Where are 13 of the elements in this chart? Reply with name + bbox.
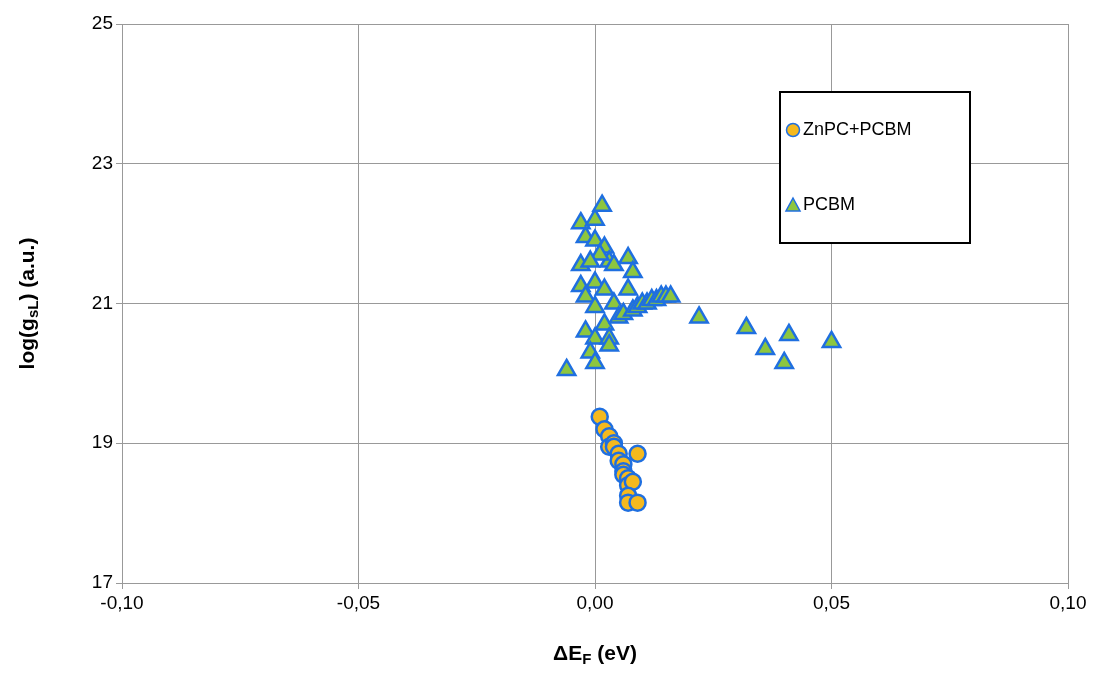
x-tick-label: -0,10	[100, 591, 144, 613]
y-tick-label: 23	[91, 151, 113, 173]
x-tick-label: 0,05	[813, 591, 850, 613]
x-tick-label: 0,00	[576, 591, 614, 613]
legend-label: ZnPC+PCBM	[803, 118, 912, 139]
y-axis-title: log(gsL) (a.u.)	[14, 237, 42, 370]
y-tick-label: 17	[91, 571, 113, 593]
y-tick-label: 19	[91, 431, 113, 453]
x-tick-label: 0,10	[1049, 591, 1087, 613]
legend-label: PCBM	[803, 193, 856, 214]
y-tick-label: 25	[91, 12, 113, 34]
x-tick-label: -0,05	[336, 591, 381, 613]
y-tick-label: 21	[91, 291, 113, 313]
